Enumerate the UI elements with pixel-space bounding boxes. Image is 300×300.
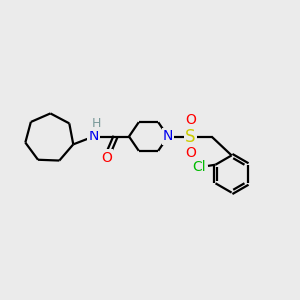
Text: N: N	[163, 130, 173, 143]
Text: N: N	[88, 130, 99, 143]
Text: H: H	[91, 117, 101, 130]
Text: O: O	[185, 146, 196, 160]
Text: O: O	[101, 151, 112, 164]
Text: O: O	[185, 113, 196, 127]
Text: Cl: Cl	[192, 160, 206, 174]
Text: S: S	[185, 128, 196, 146]
